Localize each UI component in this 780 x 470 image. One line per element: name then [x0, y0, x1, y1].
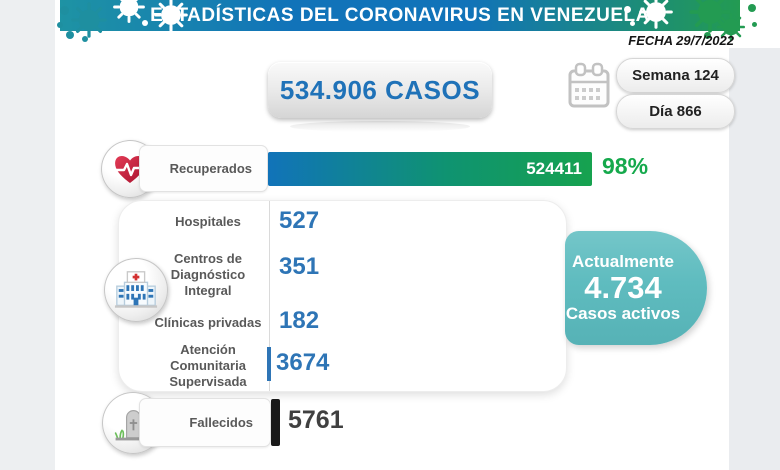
- hospital-icon-circle: [104, 258, 168, 322]
- virus-dot-icon: [142, 20, 148, 26]
- facility-label: Hospitales: [175, 214, 241, 229]
- left-margin-strip: [0, 0, 55, 470]
- facility-label: Clínicas privadas: [154, 315, 262, 330]
- panel-divider: [269, 201, 270, 391]
- virus-dot-icon: [630, 21, 635, 26]
- facility-value: 3674: [276, 349, 330, 376]
- day-badge: Día 866: [616, 94, 735, 129]
- deceased-value: 5761: [288, 406, 344, 434]
- recovered-percent: 98%: [602, 153, 649, 179]
- virus-dot-icon: [57, 22, 63, 28]
- heart-pulse-icon: [114, 156, 146, 183]
- virus-icon: [716, 12, 746, 42]
- virus-dot-icon: [60, 6, 69, 15]
- active-cases-badge: Actualmente 4.734 Casos activos: [565, 231, 707, 345]
- calendar-icon: [568, 62, 610, 108]
- virus-dot-icon: [66, 31, 74, 39]
- facilities-panel: Hospitales 527 Centros de Diagnóstico In…: [118, 200, 567, 392]
- virus-icon: [71, 2, 107, 38]
- deceased-bar: [271, 399, 280, 446]
- total-cases-badge: 534.906 CASOS: [268, 62, 492, 118]
- week-badge: Semana 124: [616, 58, 735, 93]
- virus-icon: [639, 0, 673, 29]
- facility-value: 182: [279, 307, 320, 334]
- active-cases-subcaption: Casos activos: [565, 304, 681, 324]
- facility-label: Centros de Diagnóstico Integral: [170, 251, 246, 298]
- facility-label: Atención Comunitaria Supervisada: [169, 342, 247, 389]
- facility-minibar: [267, 347, 271, 381]
- facility-value: 527: [279, 207, 320, 234]
- tombstone-icon: [114, 410, 152, 441]
- virus-dot-icon: [82, 36, 88, 42]
- hospital-icon: [114, 271, 158, 308]
- active-cases-value: 4.734: [584, 269, 662, 305]
- recovered-bar: 524411: [268, 152, 592, 186]
- report-date: FECHA 29/7/2022: [628, 33, 734, 48]
- virus-dot-icon: [624, 6, 631, 13]
- right-margin-strip: [729, 48, 780, 470]
- recovered-label: Recuperados: [139, 145, 268, 192]
- virus-dot-icon: [126, 8, 133, 15]
- virus-dot-icon: [752, 22, 757, 27]
- recovered-value: 524411: [526, 159, 582, 178]
- virus-dot-icon: [748, 4, 756, 12]
- deceased-label: Fallecidos: [139, 398, 271, 447]
- virus-dot-icon: [704, 32, 711, 39]
- facility-value: 351: [279, 253, 320, 280]
- header-banner: ESTADÍSTICAS DEL CORONAVIRUS EN VENEZUEL…: [60, 0, 740, 31]
- virus-icon: [689, 0, 731, 33]
- active-cases-caption: Actualmente: [571, 251, 675, 271]
- total-cases-value: 534.906 CASOS: [279, 74, 481, 105]
- page-title: ESTADÍSTICAS DEL CORONAVIRUS EN VENEZUEL…: [150, 4, 650, 26]
- badge-reflection: [290, 121, 470, 132]
- virus-icon: [154, 0, 188, 32]
